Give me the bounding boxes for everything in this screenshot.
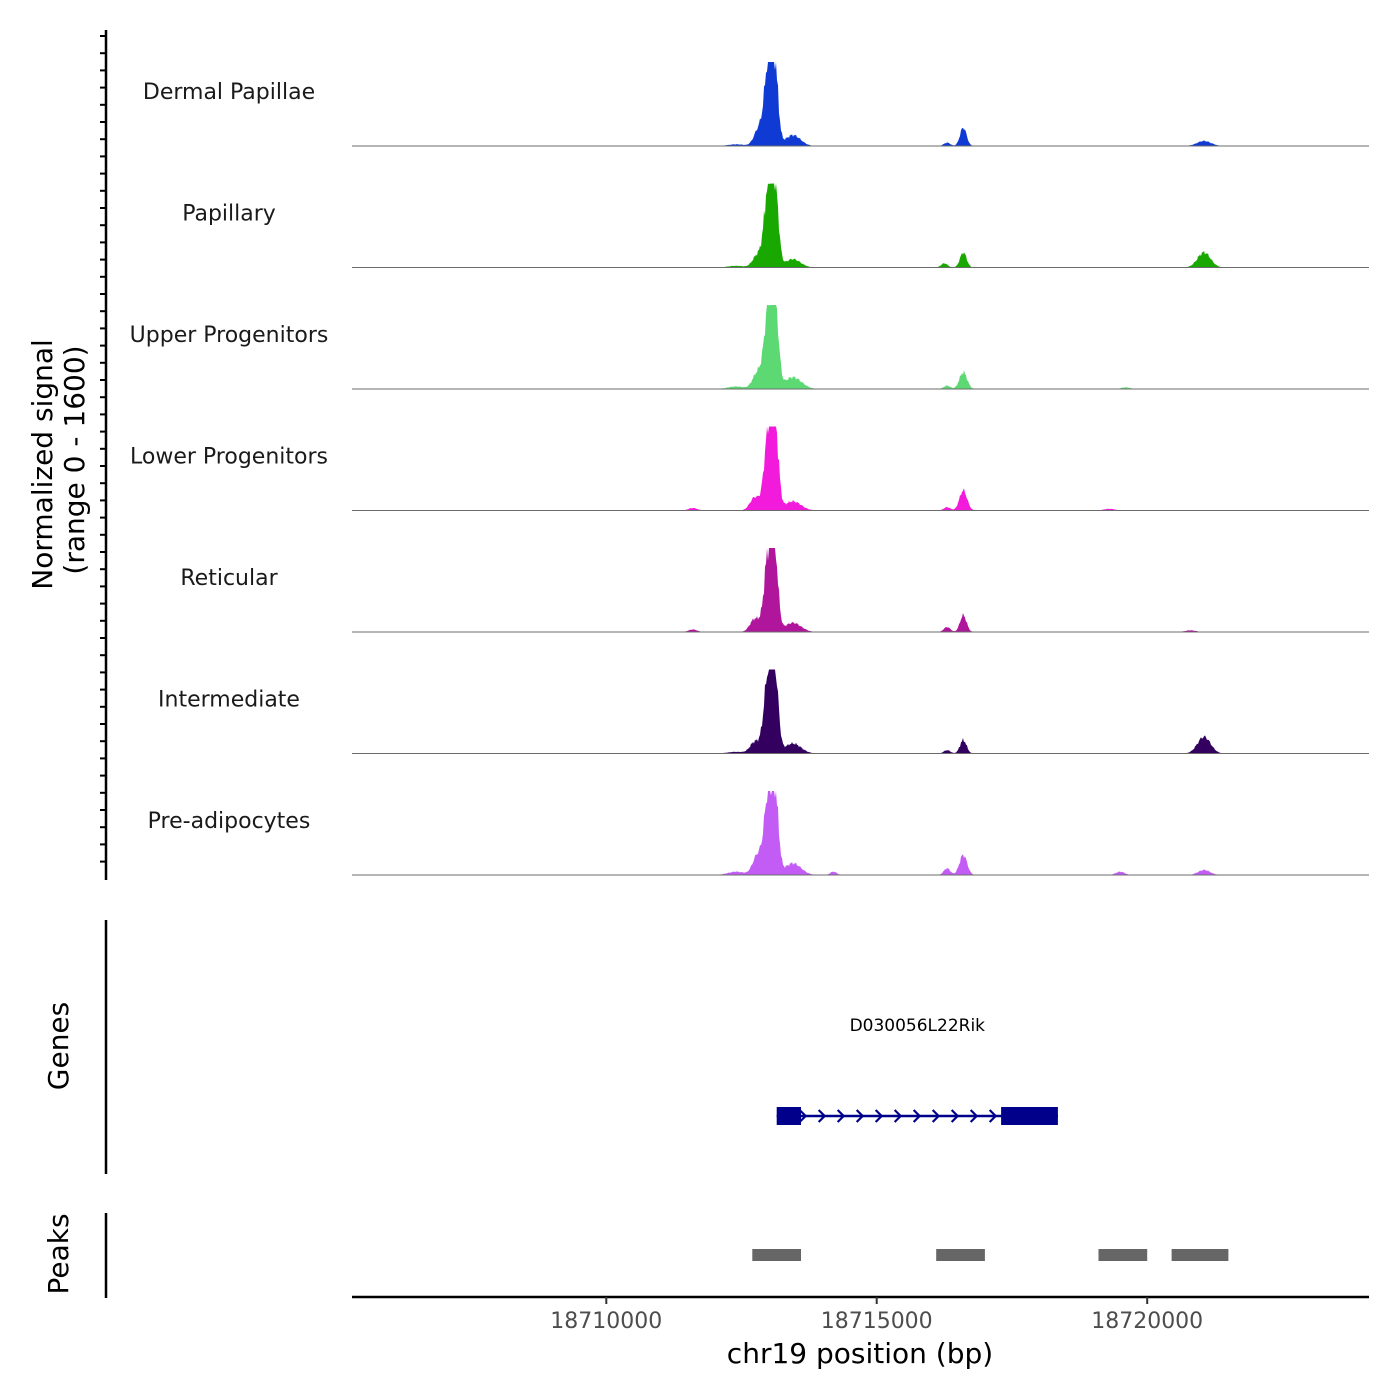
track-reticular: Reticular: [180, 548, 1369, 633]
gene-strand-arrow: [798, 1109, 808, 1123]
coverage-tracks: Dermal Papillae Papillary Upper Progenitor…: [130, 62, 1369, 876]
track-upper-progenitors: Upper Progenitors: [130, 305, 1369, 390]
track-label: Upper Progenitors: [130, 323, 329, 348]
x-tick-label: 18720000: [1091, 1309, 1203, 1334]
x-tick-label: 18710000: [550, 1309, 662, 1334]
peak-region: [752, 1249, 801, 1261]
track-label: Lower Progenitors: [130, 445, 328, 470]
gene-exon: [1001, 1107, 1058, 1125]
gene-strand-arrow: [817, 1109, 827, 1123]
track-lower-progenitors: Lower Progenitors: [130, 426, 1369, 511]
track-label: Papillary: [182, 202, 276, 227]
x-ticks: 18710000 18715000 18720000: [550, 1297, 1203, 1334]
gene-strand-arrow: [950, 1109, 960, 1123]
gene-strand-arrow: [969, 1109, 979, 1123]
peaks-panel: Peaks: [42, 1213, 1229, 1298]
track-label: Reticular: [180, 566, 278, 591]
gene-strand-arrow: [988, 1109, 998, 1123]
track-label: Dermal Papillae: [143, 80, 315, 105]
track-label: Intermediate: [158, 688, 300, 713]
x-axis: 18710000 18715000 18720000 chr19 position …: [352, 1295, 1369, 1370]
y-axis-title: Normalized signal (range 0 - 1600): [26, 330, 91, 589]
x-tick-label: 18715000: [821, 1309, 933, 1334]
track-label: Pre-adipocytes: [148, 809, 311, 834]
coverage-y-axis: [100, 30, 108, 880]
peak-region: [936, 1249, 985, 1261]
peak-region: [1171, 1249, 1229, 1261]
track-dermal-papillae: Dermal Papillae: [143, 62, 1369, 147]
peak-regions: [752, 1249, 1229, 1261]
gene-strand-arrow: [893, 1109, 903, 1123]
y-axis-title-line1: Normalized signal: [26, 339, 59, 590]
gene-model: D030056L22Rik: [776, 1016, 1058, 1125]
peak-region: [1098, 1249, 1148, 1261]
gene-strand-arrow: [931, 1109, 941, 1123]
coverage-y-ticks: [100, 35, 106, 863]
x-axis-title: chr19 position (bp): [727, 1337, 993, 1370]
gene-strand-arrow: [836, 1109, 846, 1123]
gene-name-label: D030056L22Rik: [850, 1016, 986, 1036]
gene-strand-arrow: [855, 1109, 865, 1123]
gene-exon: [776, 1107, 801, 1125]
genes-panel-title: Genes: [42, 1002, 75, 1090]
peaks-panel-title: Peaks: [42, 1213, 75, 1294]
coverage-panel: Normalized signal (range 0 - 1600) Derma…: [26, 30, 1369, 880]
y-axis-title-line2: (range 0 - 1600): [58, 345, 91, 574]
gene-strand-arrow: [874, 1109, 884, 1123]
gene-strand-arrow: [912, 1109, 922, 1123]
track-pre-adipocytes: Pre-adipocytes: [148, 791, 1369, 876]
genes-panel: Genes D030056L22Rik: [42, 920, 1058, 1174]
track-intermediate: Intermediate: [158, 669, 1369, 754]
track-papillary: Papillary: [182, 183, 1369, 268]
